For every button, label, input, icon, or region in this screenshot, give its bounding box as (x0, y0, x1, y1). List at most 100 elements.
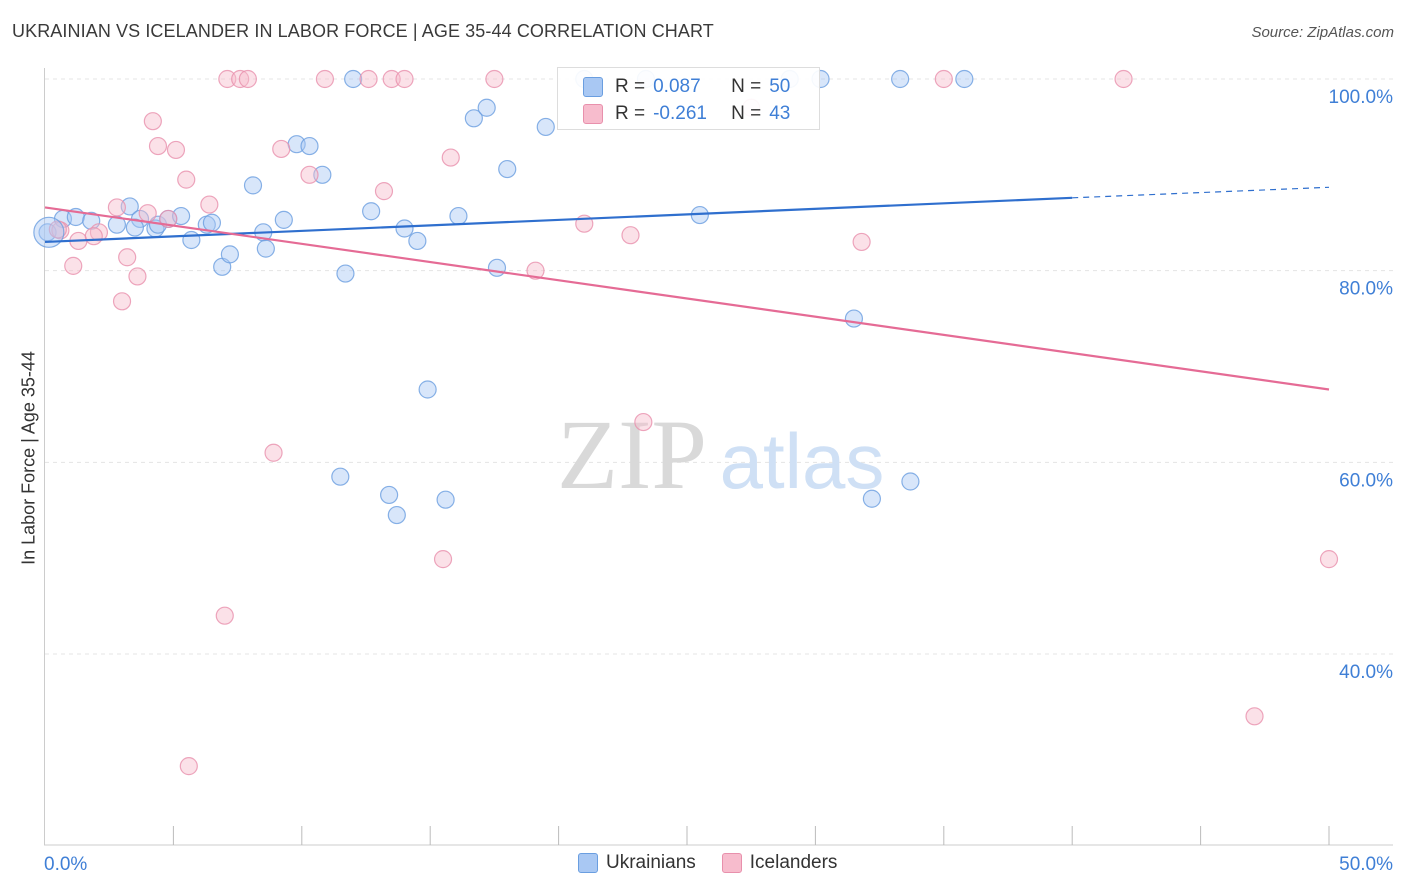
ukrainians-point (498, 159, 517, 179)
r-value: 0.087 (653, 76, 701, 97)
source-label: Source: ZipAtlas.com (1251, 24, 1394, 41)
watermark: ZIP atlas (557, 399, 884, 510)
ukrainians-point (862, 489, 881, 508)
icelanders-point (64, 256, 83, 275)
icelanders-point (395, 69, 414, 89)
icelanders-point (179, 757, 198, 776)
ukrainians-point (387, 505, 406, 525)
legend-label-ukrainians: Ukrainians (606, 852, 696, 873)
ukrainians-point (408, 231, 427, 251)
icelanders-point (485, 69, 504, 89)
trend-layer (44, 186, 1330, 391)
stats-row-icelanders: R = -0.261 N = 43 (583, 101, 790, 127)
icelanders-point (143, 112, 162, 131)
ukrainians-point (125, 218, 144, 237)
y-tick-label: 80.0% (1339, 279, 1393, 300)
ukrainians-point (891, 69, 910, 89)
points-layer (33, 69, 1339, 776)
icelanders-point (374, 182, 394, 201)
ukrainians-point (395, 219, 414, 238)
ukrainians-point (487, 258, 507, 277)
ukrainians-cluster-point (33, 216, 65, 248)
ukrainians-point (256, 239, 275, 258)
legend-item-icelanders[interactable]: Icelanders (721, 852, 838, 874)
ukrainians-point (464, 109, 483, 128)
ukrainians-point (336, 264, 355, 283)
icelanders-point (218, 69, 237, 89)
icelanders-point (84, 227, 103, 246)
icelanders-point (526, 261, 545, 280)
ukrainians-point (901, 472, 920, 491)
ukrainians-point (120, 197, 139, 216)
r-value: -0.261 (653, 103, 707, 124)
stats-legend: R = 0.087 N = 50 R = -0.261 N = 43 (557, 67, 820, 130)
legend-item-ukrainians[interactable]: Ukrainians (578, 852, 696, 874)
y-axis-title: In Labor Force | Age 35-44 (18, 351, 39, 565)
icelanders-point (433, 550, 453, 569)
ukrainians-point (344, 69, 363, 89)
n-label: N = (731, 76, 762, 97)
n-label: N = (731, 103, 762, 124)
icelanders-point (159, 209, 178, 229)
icelanders-point (300, 165, 319, 184)
ukrainians-point (274, 210, 293, 229)
ukrainians-trend-extension (1072, 186, 1330, 199)
r-label: R = (615, 103, 646, 124)
chart-title: UKRAINIAN VS ICELANDER IN LABOR FORCE | … (12, 21, 714, 41)
ukrainians-point (331, 467, 350, 486)
axis-layer (44, 68, 1393, 846)
x-tick-label: 0.0% (44, 854, 87, 875)
icelanders-point (1319, 550, 1339, 569)
ukrainians-point (436, 490, 455, 509)
ukrainians-point (313, 165, 332, 184)
n-value: 50 (769, 76, 791, 97)
ukrainians-swatch (583, 77, 603, 97)
ukrainians-point (362, 202, 381, 221)
ukrainians-point (182, 230, 201, 250)
legend-label-icelanders: Icelanders (749, 852, 838, 873)
ukrainians-point (380, 485, 399, 505)
y-tick-label: 40.0% (1339, 662, 1393, 683)
icelanders-point (215, 606, 234, 625)
icelanders-point (128, 267, 147, 286)
icelanders-point (634, 412, 653, 432)
grid-layer (45, 78, 1393, 655)
x-tick-label: 50.0% (1339, 854, 1393, 875)
y-tick-label: 100.0% (1329, 87, 1394, 108)
icelanders-trend-line (44, 206, 1330, 391)
icelanders-point (852, 232, 871, 252)
icelanders-point (148, 136, 168, 156)
icelanders-point (1114, 69, 1133, 89)
series-legend: Ukrainians Icelanders (578, 852, 863, 874)
ukrainians-point (220, 245, 239, 264)
ukrainians-point (202, 213, 222, 232)
ukrainians-trend-line (44, 196, 1073, 244)
ukrainians-point (243, 176, 263, 195)
stats-row-ukrainians: R = 0.087 N = 50 (583, 74, 790, 100)
icelanders-point (264, 443, 283, 462)
icelanders-point (272, 139, 291, 159)
tick-labels: 100.0% 80.0% 60.0% 40.0% 0.0% 50.0% (44, 87, 1393, 875)
r-label: R = (615, 76, 646, 97)
icelanders-point (621, 226, 640, 245)
icelanders-point (107, 198, 127, 217)
n-value: 43 (769, 103, 791, 124)
ukrainians-point (477, 98, 496, 117)
icelanders-point (231, 69, 250, 89)
icelanders-point (238, 69, 257, 89)
icelanders-point (315, 69, 335, 89)
icelanders-legend-swatch (721, 853, 742, 873)
y-tick-label: 60.0% (1339, 470, 1393, 491)
watermark-atlas: atlas (720, 417, 885, 505)
icelanders-point (359, 69, 378, 89)
ukrainians-point (844, 309, 864, 328)
icelanders-point (1245, 707, 1264, 726)
icelanders-point (382, 69, 401, 89)
ukrainians-point (418, 380, 437, 399)
icelanders-swatch (583, 104, 603, 124)
icelanders-point (441, 148, 460, 167)
icelanders-point (166, 140, 186, 160)
ukrainians-point (449, 206, 468, 226)
icelanders-point (112, 292, 132, 311)
